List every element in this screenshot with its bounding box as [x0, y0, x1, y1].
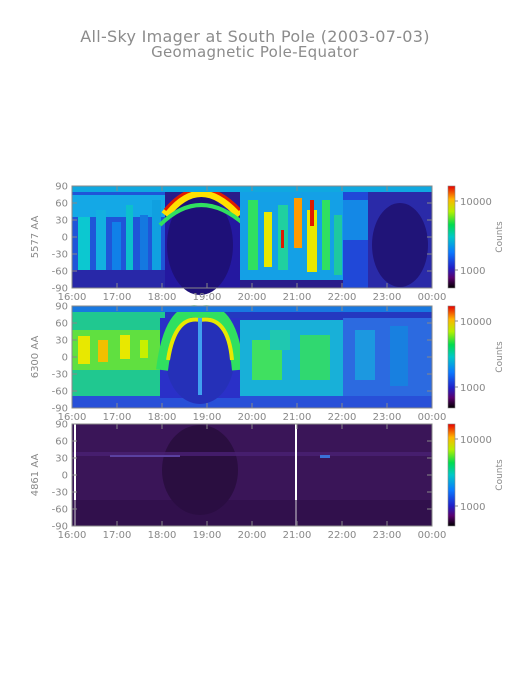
x-ticks-5577: 16:00 17:00 18:00 19:00 20:00 21:00 22:00 23:00…: [58, 186, 447, 303]
y-tick-label: 60: [55, 437, 68, 448]
y-tick-label: -60: [52, 267, 68, 278]
x-tick-label: 22:00: [328, 292, 357, 303]
y-tick-label: -60: [52, 505, 68, 516]
y-tick-label: -60: [52, 387, 68, 398]
colorbar-tick: 1000: [460, 266, 485, 277]
x-ticks-4861: 16:00 17:00 18:00 19:00 20:00 21:00 22:00 23:00…: [58, 424, 447, 541]
y-tick-label: 60: [55, 319, 68, 330]
panel-4861: 90 60 30 0 -30 -60 -90 16:00 17:00 18:00 19:00 20:…: [30, 420, 505, 542]
panel-6300: 90 60 30 0 -30 -60 -90 16:00 17:00 18:00 19:00 20:…: [30, 302, 505, 424]
x-tick-label: 20:00: [238, 412, 267, 423]
y-tick-label: 60: [55, 199, 68, 210]
y-tick-label: 0: [62, 471, 68, 482]
x-tick-label: 21:00: [283, 292, 312, 303]
x-tick-label: 18:00: [148, 412, 177, 423]
x-tick-label: 21:00: [283, 530, 312, 541]
x-tick-label: 17:00: [103, 292, 132, 303]
x-ticks-6300: 16:00 17:00 18:00 19:00 20:00 21:00 22:00 23:00…: [58, 306, 447, 423]
heatmap-image-6300: [72, 305, 432, 408]
x-tick-label: 19:00: [193, 292, 222, 303]
colorbar-tick: 10000: [460, 317, 492, 328]
colorbar-gradient: [448, 424, 455, 526]
x-tick-label: 22:00: [328, 412, 357, 423]
colorbar-label: Counts: [495, 221, 505, 253]
y-tick-label: -90: [52, 522, 68, 533]
y-tick-label: -90: [52, 284, 68, 295]
y-tick-label: 90: [55, 302, 68, 313]
x-tick-label: 18:00: [148, 292, 177, 303]
y-axis-label: 6300 AA: [30, 336, 41, 379]
x-tick-label: 19:00: [193, 530, 222, 541]
chart-title: All-Sky Imager at South Pole (2003-07-03…: [80, 27, 430, 46]
y-tick-label: 30: [55, 336, 68, 347]
colorbar-tick: 10000: [460, 435, 492, 446]
y-tick-label: 90: [55, 420, 68, 431]
colorbar-tick: 1000: [460, 502, 485, 513]
x-tick-label: 00:00: [418, 412, 447, 423]
x-tick-label: 20:00: [238, 530, 267, 541]
x-tick-label: 21:00: [283, 412, 312, 423]
y-ticks-5577: 90 60 30 0 -30 -60 -90: [52, 182, 432, 295]
colorbar-tick: 10000: [460, 197, 492, 208]
chart-subtitle: Geomagnetic Pole-Equator: [151, 43, 359, 61]
colorbar-4861: 10000 1000 Counts: [447, 423, 505, 527]
x-tick-label: 17:00: [103, 412, 132, 423]
y-tick-label: 0: [62, 353, 68, 364]
y-tick-label: 30: [55, 454, 68, 465]
y-tick-label: -30: [52, 250, 68, 261]
y-ticks-4861: 90 60 30 0 -30 -60 -90: [52, 420, 432, 533]
x-tick-label: 16:00: [58, 530, 87, 541]
x-tick-label: 00:00: [418, 530, 447, 541]
panel-5577: 90 60 30 0 -30 -60 -90 16:00 17:00 18:00 19:00 20:…: [30, 182, 505, 304]
y-label-group-5577: 5577 AA: [30, 216, 41, 259]
colorbar-label: Counts: [495, 341, 505, 373]
y-ticks-6300: 90 60 30 0 -30 -60 -90: [52, 302, 432, 415]
x-tick-label: 17:00: [103, 530, 132, 541]
y-tick-label: 0: [62, 233, 68, 244]
y-tick-label: -30: [52, 370, 68, 381]
y-axis-label: 4861 AA: [30, 454, 41, 497]
colorbar-tick: 1000: [460, 383, 485, 394]
x-tick-label: 20:00: [238, 292, 267, 303]
y-tick-label: -30: [52, 488, 68, 499]
heatmap-image-5577: [72, 186, 432, 295]
x-tick-label: 22:00: [328, 530, 357, 541]
x-tick-label: 16:00: [58, 412, 87, 423]
colorbar-label: Counts: [495, 459, 505, 491]
colorbar-5577: 10000 1000 Counts: [447, 185, 505, 289]
y-tick-label: 30: [55, 216, 68, 227]
colorbar-gradient: [448, 186, 455, 288]
colorbar-gradient: [448, 306, 455, 408]
x-tick-label: 23:00: [373, 292, 402, 303]
heatmap-image-4861: [72, 424, 432, 526]
x-tick-label: 16:00: [58, 292, 87, 303]
x-tick-label: 18:00: [148, 530, 177, 541]
y-tick-label: 90: [55, 182, 68, 193]
x-tick-label: 23:00: [373, 412, 402, 423]
x-tick-label: 19:00: [193, 412, 222, 423]
y-tick-label: -90: [52, 404, 68, 415]
y-axis-label: 5577 AA: [30, 216, 41, 259]
colorbar-6300: 10000 1000 Counts: [447, 305, 505, 409]
x-tick-label: 00:00: [418, 292, 447, 303]
x-tick-label: 23:00: [373, 530, 402, 541]
